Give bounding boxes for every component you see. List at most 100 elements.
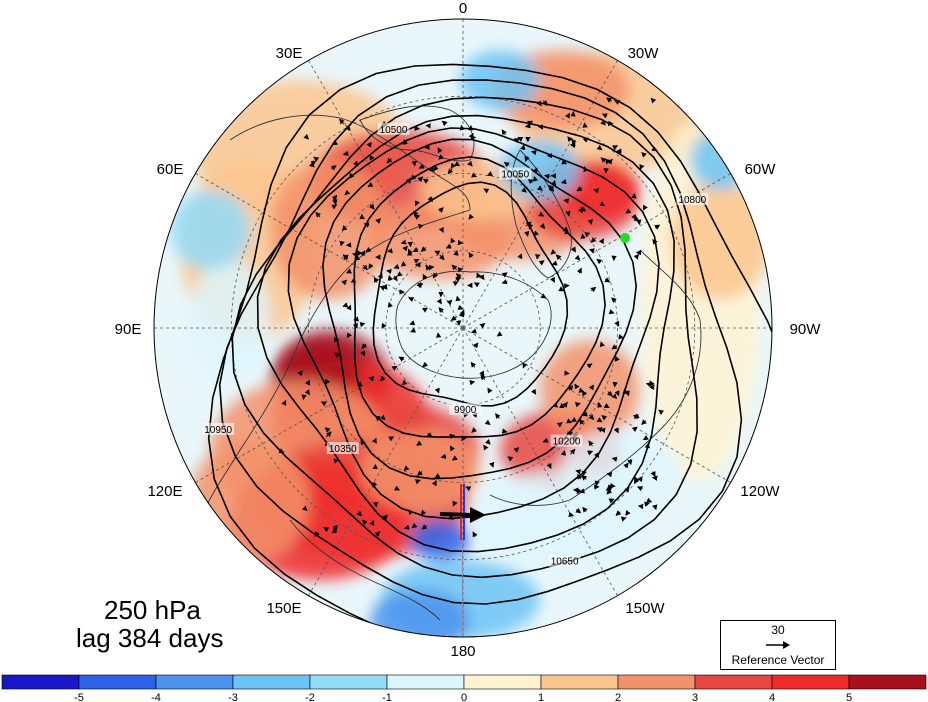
contour-label-backdrop xyxy=(550,434,583,447)
wind-vector xyxy=(469,380,476,386)
latitude-circle xyxy=(230,95,696,561)
wind-vector xyxy=(560,449,567,456)
wind-vector xyxy=(465,486,472,492)
wind-vector xyxy=(372,501,379,508)
wind-vector xyxy=(527,120,534,126)
wind-vector xyxy=(513,138,520,144)
wind-vector xyxy=(606,390,613,397)
wind-vector xyxy=(517,253,523,260)
title-lag: lag 384 days xyxy=(76,623,224,653)
wind-vector xyxy=(513,447,520,453)
wind-vector xyxy=(403,465,410,472)
wind-vector xyxy=(652,239,658,245)
anomaly-blob xyxy=(410,520,470,560)
wind-vector xyxy=(344,189,351,196)
colorbar-tick-label: 0 xyxy=(461,692,467,702)
wind-vector xyxy=(452,281,459,287)
lon-label-180: 180 xyxy=(450,643,475,660)
wind-vector xyxy=(301,394,307,401)
height-contour xyxy=(353,156,606,438)
wind-vector xyxy=(375,218,382,224)
wind-vector xyxy=(525,221,532,227)
height-contour xyxy=(372,181,569,407)
wind-vector xyxy=(382,514,388,521)
colorbar: -5 -4 -3 -2 -1 0 1 2 3 4 5 xyxy=(1,674,927,702)
shaded-anomaly-field xyxy=(154,19,772,637)
wind-vector xyxy=(361,343,368,349)
wind-vector xyxy=(367,181,374,187)
wind-vector xyxy=(362,264,368,271)
wind-vector xyxy=(611,456,618,462)
wind-vector xyxy=(571,139,577,146)
wind-vector xyxy=(360,439,366,446)
wind-vector xyxy=(416,281,422,288)
wind-vector xyxy=(524,155,530,162)
anomaly-blob xyxy=(560,430,680,510)
wind-vector xyxy=(392,275,398,282)
wind-vector xyxy=(574,254,581,261)
wind-vector xyxy=(520,144,526,151)
wind-vector xyxy=(429,166,436,172)
wind-vector xyxy=(438,154,444,160)
anomaly-blob xyxy=(690,130,750,190)
wind-vector xyxy=(588,440,594,447)
wind-vector xyxy=(402,379,408,386)
wind-vector xyxy=(391,365,398,372)
wind-vector xyxy=(418,163,425,169)
lon-label-150e: 150E xyxy=(266,600,301,617)
wind-vector xyxy=(614,390,620,397)
wind-vector xyxy=(349,172,355,179)
wind-vector xyxy=(422,178,429,184)
wind-vector xyxy=(533,230,539,237)
wind-vector xyxy=(593,188,600,194)
wind-vector xyxy=(450,237,456,244)
wind-vector xyxy=(614,320,620,327)
wind-vector xyxy=(576,267,582,274)
wind-vector xyxy=(569,448,576,455)
colorbar-segment xyxy=(386,674,465,690)
wind-vector xyxy=(365,247,372,253)
wind-vector xyxy=(599,341,605,348)
wind-vector xyxy=(356,250,363,257)
wind-vector xyxy=(637,476,643,483)
wind-vector xyxy=(432,272,439,279)
wind-vector xyxy=(584,231,591,238)
wind-vector xyxy=(600,157,607,163)
wind-vector xyxy=(483,188,490,194)
wind-vector xyxy=(649,384,655,391)
wind-vector xyxy=(550,179,557,186)
wind-vector xyxy=(496,331,503,337)
wind-vector xyxy=(581,475,588,481)
wind-vector xyxy=(489,461,495,468)
wind-vector xyxy=(434,387,440,394)
wind-vector xyxy=(624,390,630,397)
wind-vector xyxy=(359,321,366,328)
height-contour xyxy=(322,138,638,480)
wind-vector xyxy=(345,125,351,131)
wind-vector xyxy=(543,173,550,180)
wind-vector xyxy=(368,263,374,270)
wind-vector xyxy=(542,437,549,443)
wind-vector xyxy=(530,149,537,156)
wind-vector xyxy=(555,254,562,261)
wind-vector xyxy=(453,250,459,256)
wind-vector xyxy=(413,210,419,217)
wind-vector xyxy=(593,452,600,459)
colorbar-tick-label: 4 xyxy=(769,692,775,702)
wind-vector xyxy=(459,124,465,131)
wind-vector xyxy=(597,401,603,408)
wind-vector xyxy=(387,274,393,281)
wind-vector xyxy=(297,370,303,377)
contour-label: 9900 xyxy=(454,405,477,416)
wind-vector xyxy=(470,328,477,334)
wind-vector xyxy=(438,307,445,313)
colorbar-segment xyxy=(78,674,157,690)
wind-vector xyxy=(345,268,353,274)
contour-label: 10650 xyxy=(551,557,579,568)
wind-vector xyxy=(472,531,478,538)
wind-vector xyxy=(301,505,308,512)
wind-vector xyxy=(468,213,474,220)
wind-vector xyxy=(495,413,501,419)
wind-vector xyxy=(402,139,408,145)
